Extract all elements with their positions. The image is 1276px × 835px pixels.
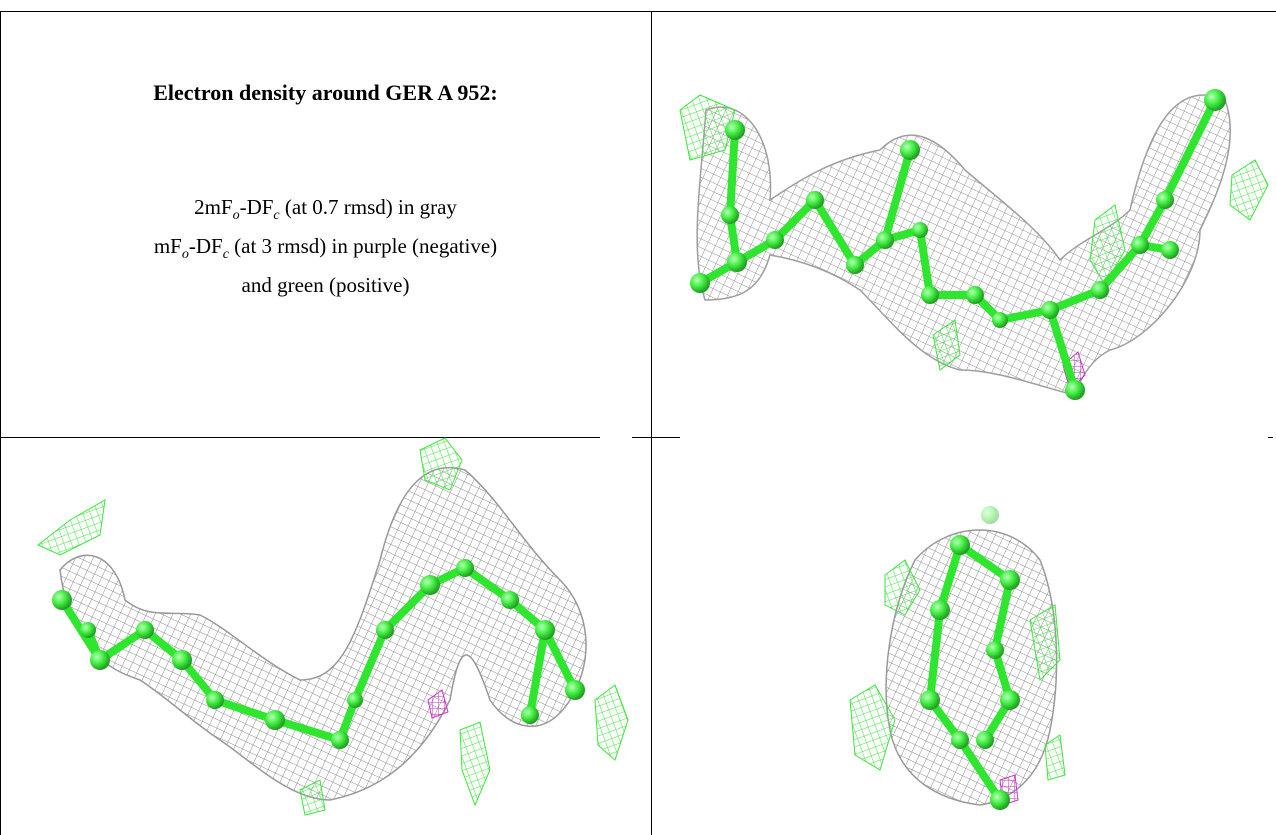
caption-line: mFo-DFc (at 3 rmsd) in purple (negative) [0,231,651,270]
text-run: mF [154,234,182,258]
caption-title: Electron density around GER A 952: [0,80,651,106]
text-run: (at 3 rmsd) in purple (negative) [229,234,497,258]
page: Electron density around GER A 952: 2mFo-… [0,0,1276,835]
caption-line: 2mFo-DFc (at 0.7 rmsd) in gray [0,192,651,231]
density-view-3 [850,506,1065,810]
text-run: 2mF [194,195,233,219]
text-run: and green (positive) [242,273,410,297]
caption-line: and green (positive) [0,270,651,301]
subscript: o [182,247,189,262]
text-run: -DF [240,195,274,219]
density-view-1 [680,89,1268,400]
caption: Electron density around GER A 952: 2mFo-… [0,80,651,301]
subscript: o [233,208,240,223]
density-view-2 [38,438,628,815]
text-run: (at 0.7 rmsd) in gray [280,195,457,219]
text-run: -DF [189,234,223,258]
